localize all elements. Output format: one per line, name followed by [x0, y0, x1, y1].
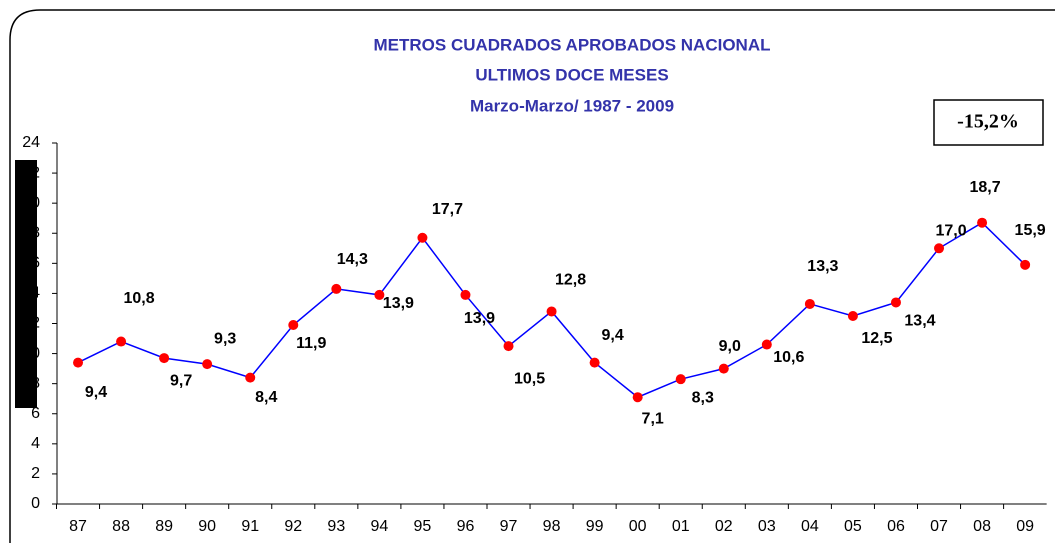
data-label: 14,3 — [337, 251, 368, 268]
annotation-box — [933, 99, 1044, 146]
marker — [503, 341, 514, 352]
x-tick-label: 92 — [284, 518, 302, 535]
x-tick-label: 90 — [198, 518, 216, 535]
x-tick-label: 99 — [586, 518, 604, 535]
data-label: 13,9 — [464, 310, 495, 327]
marker — [718, 363, 729, 374]
marker — [245, 372, 256, 383]
data-label: 8,3 — [692, 389, 714, 406]
marker — [761, 339, 772, 350]
title-line: ULTIMOS DOCE MESES — [475, 65, 668, 84]
x-tick-label: 01 — [672, 518, 690, 535]
title-line: METROS CUADRADOS APROBADOS NACIONAL — [374, 35, 771, 54]
marker — [589, 357, 600, 368]
marker — [159, 353, 170, 364]
label-cover — [15, 160, 37, 408]
marker — [374, 289, 385, 300]
marker — [202, 359, 213, 370]
marker — [73, 357, 84, 368]
x-tick-label: 07 — [930, 518, 948, 535]
x-tick-label: 88 — [112, 518, 130, 535]
data-label: 9,4 — [85, 384, 107, 401]
x-tick-label: 96 — [457, 518, 475, 535]
y-tick-label: 6 — [31, 405, 40, 422]
marker — [116, 336, 127, 347]
x-tick-label: 00 — [629, 518, 647, 535]
x-tick-label: 08 — [973, 518, 991, 535]
data-label: 9,0 — [719, 338, 741, 355]
data-label: 9,4 — [602, 327, 624, 344]
data-label: 15,9 — [1015, 222, 1046, 239]
marker — [675, 374, 686, 385]
x-tick-label: 97 — [500, 518, 518, 535]
x-tick-label: 02 — [715, 518, 733, 535]
x-tick-label: 03 — [758, 518, 776, 535]
x-tick-label: 09 — [1016, 518, 1034, 535]
data-label: 13,3 — [807, 258, 838, 275]
marker — [804, 298, 815, 309]
x-tick-label: 89 — [155, 518, 173, 535]
y-tick-label: 4 — [31, 435, 40, 452]
x-tick-label: 05 — [844, 518, 862, 535]
marker — [460, 289, 471, 300]
y-tick-label: 2 — [31, 465, 40, 482]
marker — [977, 217, 988, 228]
marker — [331, 283, 342, 294]
data-label: 10,5 — [514, 370, 545, 387]
marker — [934, 243, 945, 254]
data-label: 10,6 — [773, 349, 804, 366]
y-tick-label: 0 — [31, 495, 40, 512]
data-label: 12,8 — [555, 272, 586, 289]
x-tick-label: 94 — [370, 518, 388, 535]
x-tick-label: 06 — [887, 518, 905, 535]
marker — [847, 310, 858, 321]
marker — [890, 297, 901, 308]
marker — [417, 232, 428, 243]
data-label: 11,9 — [296, 335, 326, 352]
marker — [288, 320, 299, 331]
data-label: 9,3 — [214, 330, 236, 347]
x-tick-label: 87 — [69, 518, 87, 535]
data-label: 18,7 — [970, 179, 1001, 196]
x-tick-label: 95 — [414, 518, 432, 535]
x-tick-label: 91 — [241, 518, 259, 535]
marker — [632, 392, 643, 403]
frame — [9, 9, 1055, 543]
data-label: 7,1 — [642, 410, 664, 427]
y-tick-label: 24 — [22, 134, 40, 151]
marker — [1020, 259, 1031, 270]
annotation: -15,2% — [957, 111, 1019, 133]
marker — [546, 306, 557, 317]
x-tick-label: 04 — [801, 518, 819, 535]
title-line: Marzo-Marzo/ 1987 - 2009 — [470, 96, 674, 115]
data-label: 13,9 — [383, 295, 414, 312]
data-label: 12,5 — [861, 330, 892, 347]
data-label: 9,7 — [170, 372, 192, 389]
data-label: 17,7 — [432, 201, 463, 218]
x-tick-label: 98 — [543, 518, 561, 535]
data-label: 13,4 — [904, 313, 935, 330]
x-tick-label: 93 — [327, 518, 345, 535]
data-label: 8,4 — [255, 389, 277, 406]
data-label: 17,0 — [935, 223, 966, 240]
data-label: 10,8 — [124, 290, 155, 307]
